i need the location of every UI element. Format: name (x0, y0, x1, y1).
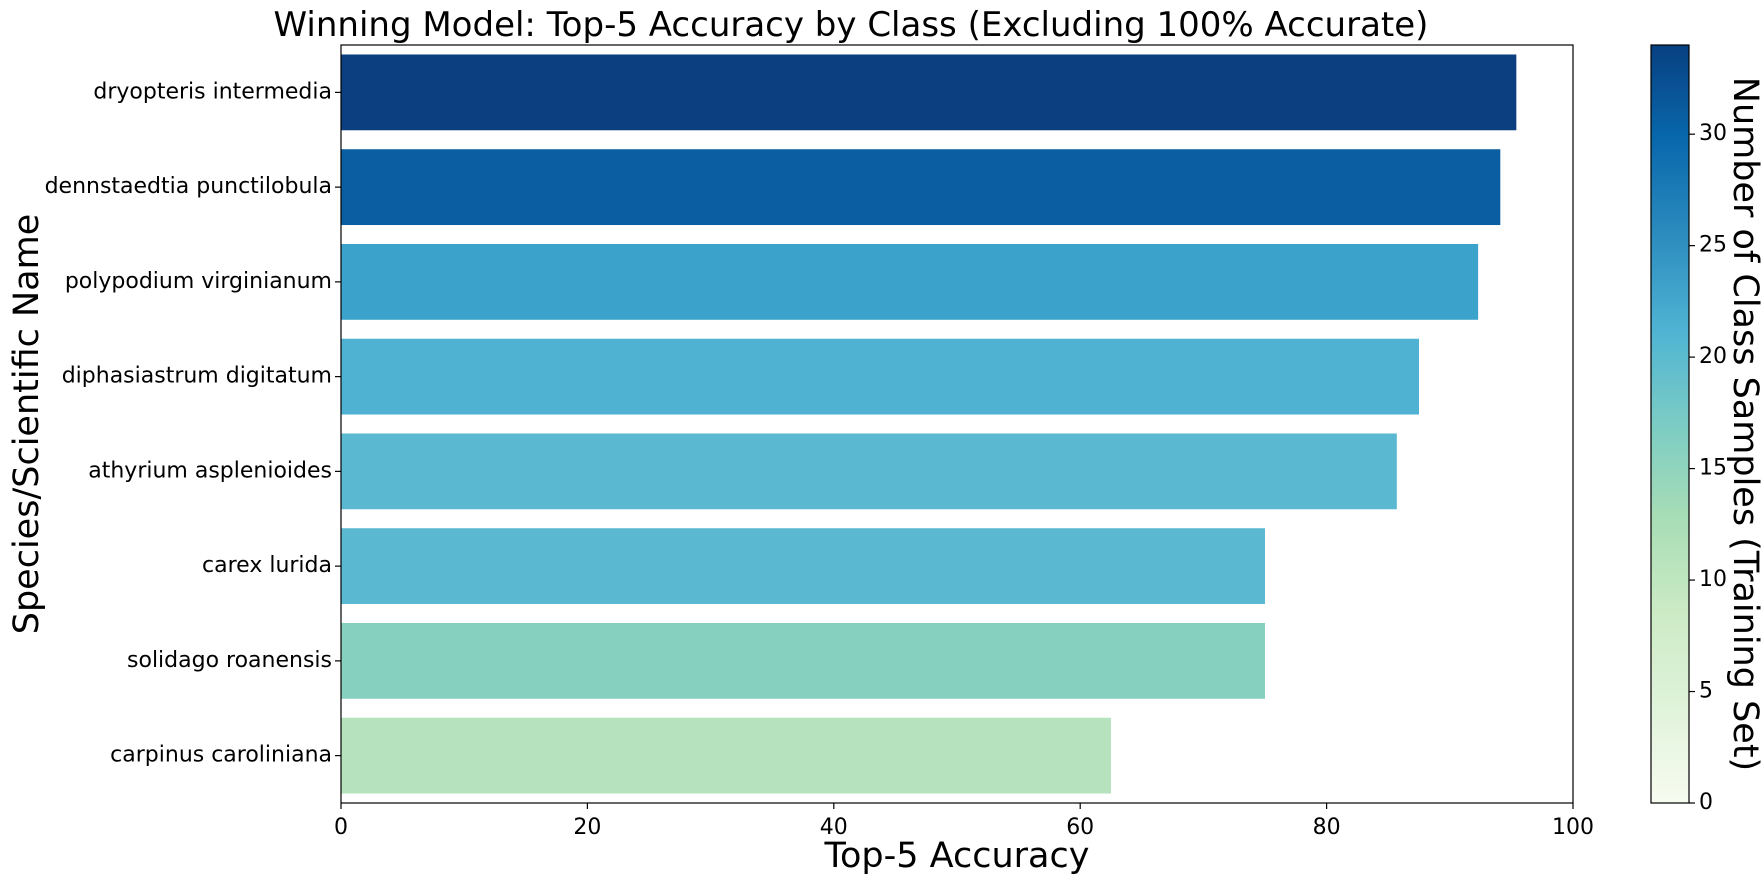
bar (341, 433, 1397, 510)
bar (341, 243, 1479, 320)
x-tick-label: 40 (820, 815, 848, 840)
colorbar-tick-label: 30 (1699, 121, 1727, 146)
bar (341, 622, 1265, 699)
colorbar-tick-label: 20 (1699, 344, 1727, 369)
x-axis-label: Top-5 Accuracy (824, 836, 1090, 876)
colorbar-tick-label: 10 (1699, 567, 1727, 592)
y-tick-labels: dryopteris intermedia dennstaedtia puncti… (45, 79, 341, 768)
colorbar-tick-label: 5 (1699, 679, 1713, 704)
y-axis-label: Species/Scientific Name (7, 214, 47, 635)
y-tick-label: carpinus caroliniana (110, 743, 332, 768)
bar (341, 717, 1111, 794)
x-ticks: 0 20 40 60 80 100 (334, 803, 1594, 840)
colorbar-ticks: 0 5 10 15 20 25 30 (1689, 121, 1727, 815)
chart-title: Winning Model: Top-5 Accuracy by Class (… (274, 5, 1429, 45)
y-tick-label: solidago roanensis (127, 648, 332, 673)
y-tick-label: athyrium asplenioides (88, 458, 332, 483)
x-tick-label: 100 (1552, 815, 1594, 840)
colorbar-tick-label: 0 (1699, 790, 1713, 815)
bar (341, 54, 1517, 131)
plot-frame (340, 44, 1574, 804)
bar (341, 149, 1501, 226)
colorbar-label: Number of Class Samples (Training Set) (1725, 77, 1761, 771)
x-tick-label: 0 (334, 815, 348, 840)
x-tick-label: 80 (1313, 815, 1341, 840)
bar (341, 528, 1265, 605)
bars-group (341, 54, 1517, 794)
x-tick-label: 60 (1066, 815, 1094, 840)
y-tick-label: diphasiastrum digitatum (62, 364, 332, 389)
y-tick-label: carex lurida (202, 553, 332, 578)
x-tick-label: 20 (573, 815, 601, 840)
y-tick-label: dryopteris intermedia (93, 79, 332, 104)
colorbar: 0 5 10 15 20 25 30 Number of Class Samples (Tr… (1650, 44, 1761, 815)
colorbar-gradient (1650, 44, 1690, 804)
colorbar-tick-label: 15 (1699, 456, 1727, 481)
y-tick-label: dennstaedtia punctilobula (45, 174, 332, 199)
bar (341, 338, 1419, 415)
colorbar-tick-label: 25 (1699, 233, 1727, 258)
y-tick-label: polypodium virginianum (65, 269, 332, 294)
